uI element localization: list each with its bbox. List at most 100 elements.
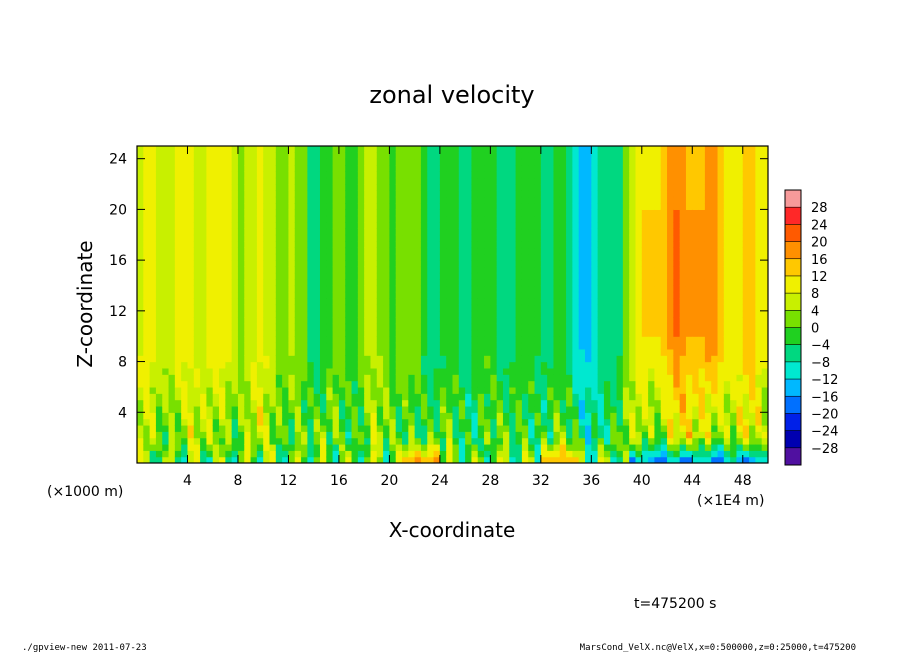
field-cell	[237, 380, 245, 388]
field-cell	[332, 228, 340, 236]
field-cell	[547, 437, 555, 445]
field-cell	[572, 310, 580, 318]
field-cell	[641, 196, 649, 204]
field-cell	[465, 431, 473, 439]
field-cell	[395, 361, 403, 369]
field-cell	[231, 412, 239, 420]
field-cell	[143, 450, 151, 458]
field-cell	[275, 203, 283, 210]
field-cell	[433, 260, 441, 268]
field-cell	[648, 247, 656, 255]
field-cell	[673, 450, 681, 458]
field-cell	[256, 260, 264, 268]
field-cell	[250, 367, 258, 375]
field-cell	[402, 304, 409, 312]
field-cell	[452, 285, 460, 293]
field-cell	[219, 190, 226, 198]
field-cell	[723, 317, 731, 325]
field-cell	[635, 177, 643, 185]
field-cell	[351, 184, 359, 191]
field-cell	[610, 260, 618, 268]
field-cell	[635, 355, 643, 363]
field-cell	[553, 222, 561, 230]
field-cell	[168, 171, 176, 179]
field-cell	[370, 253, 378, 261]
field-cell	[540, 158, 548, 166]
field-cell	[603, 291, 611, 299]
field-cell	[376, 298, 384, 306]
field-cell	[313, 329, 321, 337]
field-cell	[427, 266, 435, 274]
field-cell	[332, 279, 340, 287]
field-cell	[547, 152, 555, 160]
field-cell	[187, 405, 195, 413]
field-cell	[174, 260, 182, 268]
field-cell	[307, 367, 315, 375]
field-cell	[521, 393, 529, 401]
field-cell	[610, 342, 618, 350]
field-cell	[685, 424, 693, 432]
field-cell	[597, 279, 605, 287]
field-cell	[534, 342, 542, 350]
field-cell	[137, 222, 144, 230]
field-cell	[376, 374, 384, 382]
field-cell	[553, 355, 561, 363]
field-cell	[433, 418, 441, 426]
field-cell	[307, 222, 315, 230]
field-cell	[736, 215, 744, 223]
field-cell	[603, 209, 611, 217]
field-cell	[313, 272, 321, 280]
field-cell	[553, 260, 561, 268]
field-cell	[742, 323, 750, 331]
field-cell	[389, 437, 397, 445]
field-cell	[402, 228, 409, 236]
field-cell	[319, 323, 327, 331]
field-cell	[528, 431, 536, 439]
field-cell	[370, 367, 378, 375]
field-cell	[723, 152, 731, 160]
field-cell	[433, 222, 441, 230]
field-cell	[307, 279, 315, 287]
field-cell	[402, 456, 409, 463]
field-cell	[193, 209, 201, 217]
field-cell	[395, 418, 403, 426]
field-cell	[408, 266, 416, 274]
field-cell	[755, 291, 763, 299]
field-cell	[553, 450, 561, 458]
field-cell	[534, 222, 542, 230]
field-cell	[547, 323, 555, 331]
field-cell	[509, 418, 517, 426]
field-cell	[395, 152, 403, 160]
field-cell	[540, 298, 548, 306]
field-cell	[534, 310, 542, 318]
field-cell	[622, 190, 630, 198]
field-cell	[711, 209, 719, 217]
field-cell	[521, 184, 529, 191]
field-cell	[225, 393, 233, 401]
field-cell	[572, 374, 580, 382]
field-cell	[408, 209, 416, 217]
field-cell	[307, 266, 315, 274]
field-cell	[667, 266, 674, 274]
field-cell	[414, 342, 422, 350]
field-cell	[698, 222, 706, 230]
field-cell	[667, 456, 674, 463]
field-cell	[597, 209, 605, 217]
field-cell	[250, 380, 258, 388]
field-cell	[162, 272, 170, 280]
field-cell	[490, 399, 498, 407]
field-cell	[654, 386, 662, 394]
field-cell	[446, 209, 454, 217]
field-cell	[679, 247, 687, 255]
field-cell	[351, 412, 359, 420]
field-cell	[319, 367, 327, 375]
field-cell	[244, 450, 252, 458]
field-cell	[610, 234, 618, 242]
field-cell	[225, 215, 233, 223]
field-cell	[269, 203, 277, 210]
field-cell	[206, 456, 214, 463]
field-cell	[723, 355, 731, 363]
field-cell	[673, 196, 681, 204]
field-cell	[515, 342, 523, 350]
field-cell	[755, 203, 763, 210]
